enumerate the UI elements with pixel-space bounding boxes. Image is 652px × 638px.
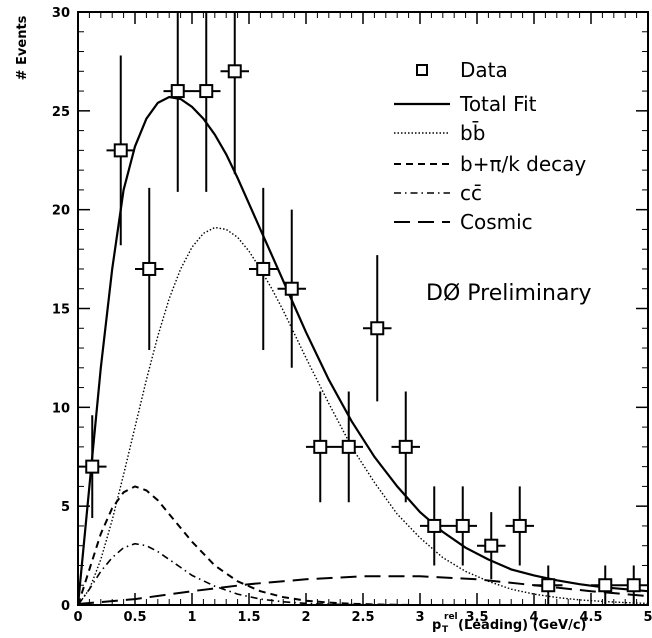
data-marker	[371, 322, 383, 334]
data-marker	[542, 579, 554, 591]
data-point	[534, 565, 563, 605]
legend-label: cc̄	[460, 181, 482, 205]
legend-entry: bb̄	[394, 120, 485, 145]
data-point	[192, 12, 221, 192]
data-point	[363, 255, 392, 401]
legend-label: Data	[460, 58, 508, 82]
legend: Data Total Fit bb̄ b+π/k decay cc̄ Cosmic	[394, 58, 586, 234]
data-point	[477, 512, 506, 579]
x-axis-label-main: p	[432, 618, 441, 633]
legend-entry: Data	[417, 58, 508, 82]
dashed-curve	[78, 486, 420, 605]
y-tick-label: 15	[52, 303, 70, 318]
data-marker	[428, 520, 440, 532]
data-point	[306, 392, 335, 503]
data-point	[335, 392, 364, 503]
legend-entry: Cosmic	[394, 210, 533, 234]
legend-label: Cosmic	[460, 210, 533, 234]
data-marker	[286, 283, 298, 295]
data-marker	[514, 520, 526, 532]
data-marker	[229, 65, 241, 77]
x-axis-label-sub: T	[442, 625, 449, 635]
data-marker	[86, 461, 98, 473]
x-tick-label: 1.5	[237, 610, 260, 625]
data-marker	[400, 441, 412, 453]
data-marker	[172, 85, 184, 97]
data-marker	[200, 85, 212, 97]
legend-label: b+π/k decay	[460, 152, 586, 176]
x-axis-label-rest: (Leading) (GeV/c)	[458, 618, 587, 633]
data-marker	[343, 441, 355, 453]
legend-label: Total Fit	[459, 92, 537, 116]
data-point	[620, 565, 649, 605]
legend-entry: cc̄	[394, 181, 482, 205]
y-tick-label: 20	[52, 204, 70, 219]
x-tick-label: 0.5	[123, 610, 146, 625]
data-marker	[628, 579, 640, 591]
y-axis-label: # Events	[15, 15, 30, 80]
data-point	[78, 415, 107, 518]
y-tick-label: 0	[61, 599, 70, 614]
x-tick-label: 2	[301, 610, 310, 625]
legend-entry: b+π/k decay	[394, 152, 586, 176]
annotation-text: DØ Preliminary	[426, 281, 591, 306]
y-tick-label: 10	[52, 401, 70, 416]
x-axis-label: p T rel (Leading) (GeV/c)	[432, 612, 587, 635]
x-axis-label-sup: rel	[444, 612, 458, 622]
data-point	[135, 188, 164, 350]
data-point	[449, 486, 478, 565]
x-tick-label: 0	[73, 610, 82, 625]
x-tick-label: 5	[643, 610, 652, 625]
data-point	[164, 12, 193, 192]
data-marker	[115, 144, 127, 156]
data-marker	[599, 579, 611, 591]
data-point	[420, 486, 449, 565]
data-marker	[485, 540, 497, 552]
legend-label: bb̄	[460, 120, 485, 145]
data-point	[591, 565, 620, 605]
data-marker	[457, 520, 469, 532]
data-marker	[143, 263, 155, 275]
data-marker	[314, 441, 326, 453]
data-point	[107, 55, 136, 245]
data-point	[278, 210, 307, 368]
x-tick-label: 1	[187, 610, 196, 625]
data-point	[506, 486, 535, 565]
x-tick-label: 2.5	[351, 610, 374, 625]
y-tick-label: 25	[52, 105, 70, 120]
x-tick-label: 3	[415, 610, 424, 625]
y-tick-label: 30	[52, 6, 70, 21]
legend-marker	[417, 65, 427, 75]
y-tick-label: 5	[61, 500, 70, 515]
data-marker	[257, 263, 269, 275]
legend-entry: Total Fit	[394, 92, 537, 116]
